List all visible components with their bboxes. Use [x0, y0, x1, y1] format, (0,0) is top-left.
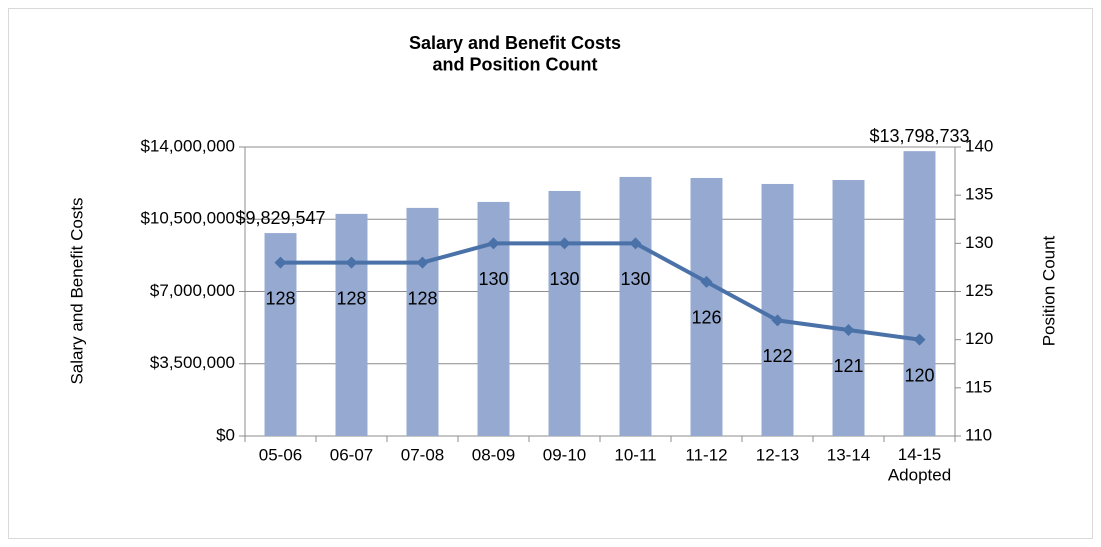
line-value-label: 128 [265, 288, 295, 308]
chart-title: Salary and Benefit Costs and Position Cou… [409, 33, 621, 75]
x-tick-label: 05-06 [259, 445, 302, 464]
x-tick-label: 12-13 [756, 445, 799, 464]
y-tick-label: $7,000,000 [150, 281, 235, 300]
y-tick-label: $14,000,000 [140, 136, 235, 155]
line-marker [842, 324, 855, 337]
line-value-label: 121 [833, 356, 863, 376]
line [280, 241, 920, 342]
bar [477, 201, 510, 436]
line-value-label: 128 [407, 288, 437, 308]
line-marker [913, 333, 926, 346]
y2-tick-label: 120 [965, 329, 993, 348]
line-marker [771, 314, 784, 327]
y2-tick-label: 135 [965, 185, 993, 204]
bar [903, 151, 936, 436]
bar [335, 213, 368, 436]
y-tick-label: $10,500,000 [140, 209, 235, 228]
x-tick-label: 08-09 [472, 445, 515, 464]
line-value-label: 128 [336, 288, 366, 308]
line-marker [274, 256, 287, 269]
x-tick-label: 06-07 [330, 445, 373, 464]
bar-value-label: $9,829,547 [235, 208, 325, 228]
y2-tick-label: 115 [965, 377, 992, 396]
x-tick-label: 07-08 [401, 445, 444, 464]
line-value-label: 130 [620, 269, 650, 289]
x-tick-label: 11-12 [685, 445, 727, 464]
x-tick-label: 09-10 [543, 445, 586, 464]
y2-tick-label: 110 [965, 425, 992, 444]
bar [406, 207, 439, 436]
y-tick-label: $0 [216, 425, 235, 444]
line-value-label: 130 [478, 269, 508, 289]
line-marker [487, 237, 500, 250]
line-value-label: 122 [762, 346, 792, 366]
line-marker [700, 275, 713, 288]
y2-axis-title: Position Count [1039, 235, 1058, 346]
bar-value-label: $13,798,733 [869, 126, 969, 146]
line-marker [416, 256, 429, 269]
bar [548, 190, 581, 436]
y-axis-title: Salary and Benefit Costs [67, 197, 86, 384]
line-value-label: 120 [904, 365, 934, 385]
y2-tick-label: 125 [965, 281, 993, 300]
bar [619, 176, 652, 437]
bar [690, 177, 723, 436]
line-value-label: 126 [691, 308, 721, 328]
line-marker [629, 237, 642, 250]
y2-tick-label: 130 [965, 233, 993, 252]
line-value-label: 130 [549, 269, 579, 289]
x-tick-label: 13-14 [827, 445, 870, 464]
x-tick-label: 14-15 Adopted [888, 445, 951, 484]
y2-tick-label: 140 [965, 136, 993, 155]
line-marker [345, 256, 358, 269]
y-tick-label: $3,500,000 [150, 353, 235, 372]
bar [832, 180, 865, 436]
bar [761, 183, 794, 436]
line-marker [558, 237, 571, 250]
x-tick-label: 10-11 [614, 445, 656, 464]
